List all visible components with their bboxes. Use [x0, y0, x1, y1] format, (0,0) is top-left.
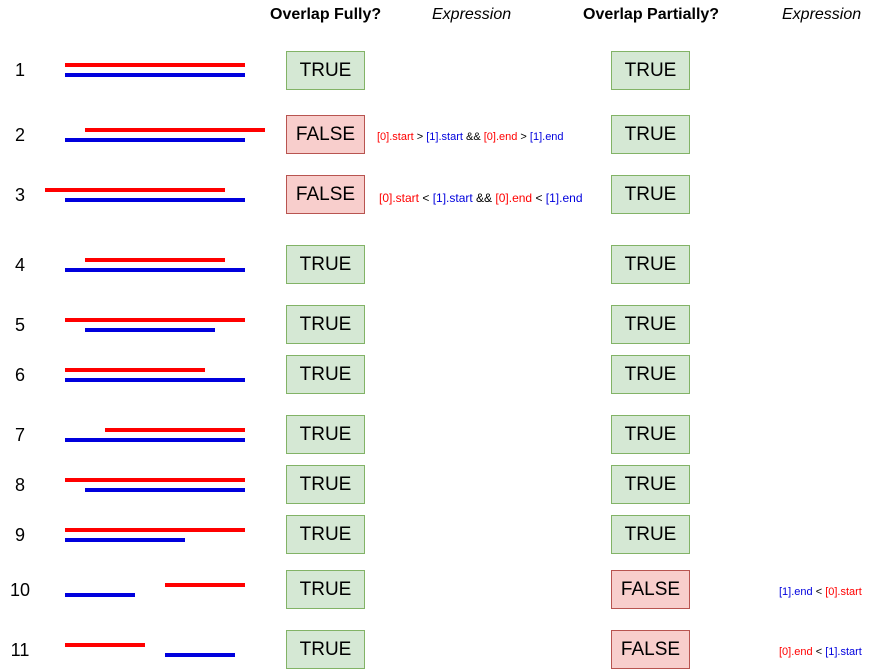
row-9: 9 TRUE TRUE: [0, 513, 876, 557]
overlap-partially-result: FALSE: [611, 570, 690, 609]
overlap-partially-result: TRUE: [611, 305, 690, 344]
row-number: 11: [10, 640, 30, 660]
overlap-fully-result: TRUE: [286, 630, 365, 669]
blue-interval: [165, 653, 235, 657]
row-7: 7 TRUE TRUE: [0, 413, 876, 457]
overlap-fully-result: TRUE: [286, 355, 365, 394]
row-10: 10 TRUE FALSE [1].end < [0].start: [0, 568, 876, 612]
overlap-partially-result: FALSE: [611, 630, 690, 669]
row-number: 7: [14, 425, 25, 445]
red-interval: [65, 478, 245, 482]
overlap-fully-result: FALSE: [286, 115, 365, 154]
row-3: 3 FALSE [0].start < [1].start && [0].end…: [0, 173, 876, 217]
blue-interval: [65, 73, 245, 77]
red-interval: [65, 643, 145, 647]
overlap-fully-result: TRUE: [286, 465, 365, 504]
row-number: 3: [14, 185, 25, 205]
overlap-partially-result: TRUE: [611, 51, 690, 90]
overlap-partially-result: TRUE: [611, 175, 690, 214]
blue-interval: [65, 538, 185, 542]
red-interval: [105, 428, 245, 432]
row-4: 4 TRUE TRUE: [0, 243, 876, 287]
overlap-fully-result: TRUE: [286, 305, 365, 344]
overlap-partially-result: TRUE: [611, 465, 690, 504]
overlap-partially-result: TRUE: [611, 415, 690, 454]
red-interval: [85, 128, 265, 132]
blue-interval: [65, 378, 245, 382]
overlap-fully-result: TRUE: [286, 515, 365, 554]
row-2: 2 FALSE [0].start > [1].start && [0].end…: [0, 113, 876, 157]
overlap-partially-result: TRUE: [611, 115, 690, 154]
blue-interval: [85, 328, 215, 332]
expression-header-1: Expression: [432, 6, 512, 23]
overlap-partially-result: TRUE: [611, 355, 690, 394]
row-8: 8 TRUE TRUE: [0, 463, 876, 507]
overlap-fully-result: TRUE: [286, 415, 365, 454]
overlap-partially-result: TRUE: [611, 515, 690, 554]
overlap-partially-expression: [0].end < [1].start: [779, 646, 862, 658]
blue-interval: [85, 488, 245, 492]
row-number: 10: [9, 580, 31, 600]
blue-interval: [65, 268, 245, 272]
row-number: 8: [14, 475, 25, 495]
overlap-fully-expression: [0].start < [1].start && [0].end < [1].e…: [379, 191, 583, 205]
overlap-partially-expression: [1].end < [0].start: [779, 586, 862, 598]
red-interval: [45, 188, 225, 192]
overlap-fully-result: TRUE: [286, 51, 365, 90]
overlap-partially-header: Overlap Partially?: [583, 6, 720, 23]
row-number: 1: [14, 60, 25, 80]
overlap-fully-result: FALSE: [286, 175, 365, 214]
red-interval: [85, 258, 225, 262]
red-interval: [65, 63, 245, 67]
row-6: 6 TRUE TRUE: [0, 353, 876, 397]
red-interval: [65, 318, 245, 322]
blue-interval: [65, 198, 245, 202]
row-number: 6: [14, 365, 25, 385]
row-number: 2: [14, 125, 25, 145]
overlap-fully-result: TRUE: [286, 245, 365, 284]
blue-interval: [65, 438, 245, 442]
row-11: 11 TRUE FALSE [0].end < [1].start: [0, 628, 876, 672]
overlap-fully-header: Overlap Fully?: [270, 6, 382, 23]
red-interval: [165, 583, 245, 587]
blue-interval: [65, 138, 245, 142]
overlap-fully-expression: [0].start > [1].start && [0].end > [1].e…: [377, 131, 564, 143]
row-5: 5 TRUE TRUE: [0, 303, 876, 347]
overlap-partially-result: TRUE: [611, 245, 690, 284]
row-number: 9: [14, 525, 25, 545]
row-number: 5: [14, 315, 25, 335]
row-1: 1 TRUE TRUE: [0, 48, 876, 92]
expression-header-2: Expression: [782, 6, 862, 23]
red-interval: [65, 528, 245, 532]
red-interval: [65, 368, 205, 372]
row-number: 4: [14, 255, 25, 275]
blue-interval: [65, 593, 135, 597]
overlap-fully-result: TRUE: [286, 570, 365, 609]
